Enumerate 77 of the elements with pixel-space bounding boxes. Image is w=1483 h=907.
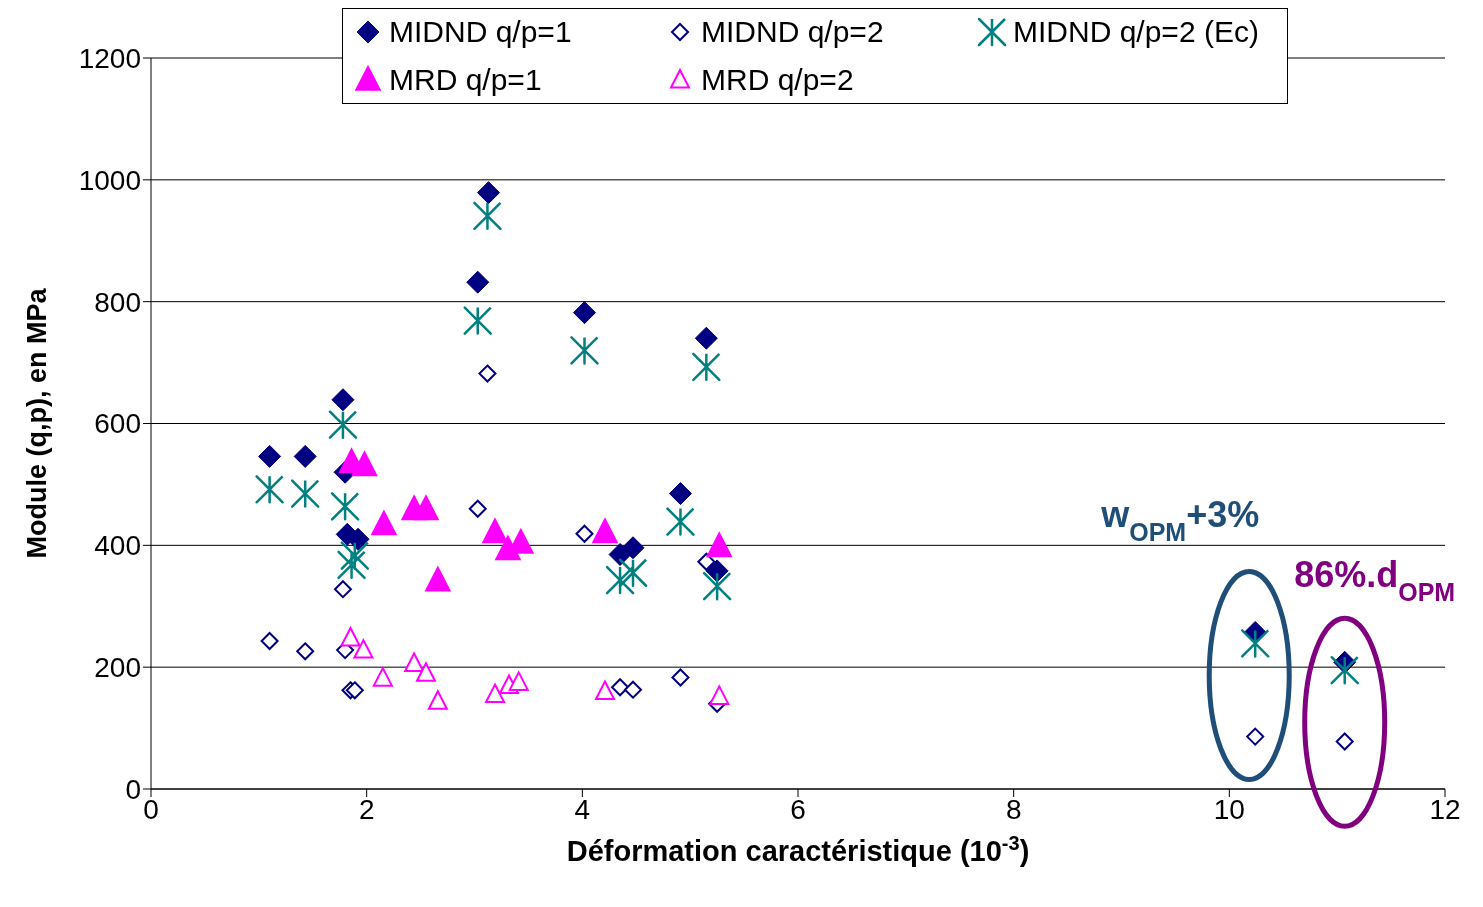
point bbox=[570, 336, 599, 365]
x-tick-label: 4 bbox=[574, 793, 591, 825]
legend-label: MRD q/p=2 bbox=[701, 63, 854, 97]
point bbox=[331, 388, 355, 412]
y-tick-label: 0 bbox=[125, 773, 141, 805]
point bbox=[351, 451, 378, 477]
point bbox=[473, 201, 502, 231]
point bbox=[477, 181, 501, 205]
x-tick-label: 2 bbox=[358, 793, 375, 825]
point bbox=[1330, 655, 1359, 685]
x-axis-title: Déformation caractéristique (10$^{-3}$) bbox=[566, 832, 1030, 867]
y-axis-title: Module (q,p), en MPa bbox=[22, 287, 52, 559]
point bbox=[621, 536, 645, 560]
point bbox=[372, 667, 393, 687]
point bbox=[330, 492, 360, 521]
annotation: w$_{OPM}$+3% bbox=[1100, 494, 1260, 547]
point bbox=[404, 652, 425, 673]
point bbox=[337, 550, 366, 580]
legend-label: MRD q/p=1 bbox=[389, 63, 542, 97]
point bbox=[484, 683, 505, 704]
point bbox=[293, 444, 317, 468]
point bbox=[706, 532, 732, 558]
point bbox=[618, 558, 648, 587]
point bbox=[478, 364, 497, 383]
point bbox=[328, 410, 358, 439]
point bbox=[258, 444, 282, 468]
point bbox=[340, 626, 361, 647]
point bbox=[605, 565, 635, 595]
x-tick-label: 10 bbox=[1213, 793, 1245, 825]
y-tick-label: 400 bbox=[94, 530, 141, 562]
point bbox=[1240, 629, 1270, 658]
point bbox=[255, 475, 284, 504]
point bbox=[415, 662, 436, 682]
point bbox=[371, 510, 397, 536]
point bbox=[694, 326, 718, 350]
point bbox=[624, 680, 643, 699]
legend-label: MIDND q/p=2 (Ec) bbox=[1013, 15, 1259, 49]
point bbox=[671, 668, 690, 687]
point bbox=[702, 571, 732, 601]
point bbox=[1246, 727, 1265, 746]
point bbox=[425, 566, 451, 592]
point bbox=[463, 306, 492, 335]
point bbox=[572, 301, 596, 325]
legend-label: MIDND q/p=1 bbox=[389, 15, 572, 49]
y-tick-label: 200 bbox=[94, 652, 141, 684]
x-tick-label: 12 bbox=[1429, 793, 1461, 825]
point bbox=[413, 495, 439, 521]
point bbox=[709, 685, 730, 705]
point bbox=[611, 678, 630, 697]
point bbox=[1335, 732, 1354, 751]
point bbox=[260, 631, 279, 650]
point bbox=[333, 580, 352, 599]
x-tick-label: 8 bbox=[1005, 793, 1022, 825]
point bbox=[353, 639, 374, 659]
y-tick-label: 1200 bbox=[78, 42, 141, 74]
point bbox=[427, 690, 448, 710]
legend-label: MIDND q/p=2 bbox=[701, 15, 884, 49]
point bbox=[508, 671, 529, 691]
y-tick-label: 1000 bbox=[78, 164, 141, 196]
point bbox=[668, 482, 692, 506]
y-tick-label: 800 bbox=[94, 286, 141, 318]
point bbox=[466, 270, 490, 294]
point bbox=[575, 524, 594, 543]
point bbox=[296, 642, 315, 661]
x-tick-label: 6 bbox=[790, 793, 806, 825]
point bbox=[340, 541, 370, 570]
point bbox=[592, 518, 618, 544]
point bbox=[666, 507, 695, 536]
annotation: 86%.d$_{OPM}$ bbox=[1294, 554, 1456, 607]
point bbox=[692, 352, 721, 382]
y-tick-label: 600 bbox=[94, 408, 141, 440]
point bbox=[468, 499, 487, 518]
point bbox=[290, 479, 320, 508]
point bbox=[594, 680, 615, 701]
point bbox=[697, 552, 716, 571]
point bbox=[345, 681, 364, 700]
point bbox=[482, 518, 508, 544]
